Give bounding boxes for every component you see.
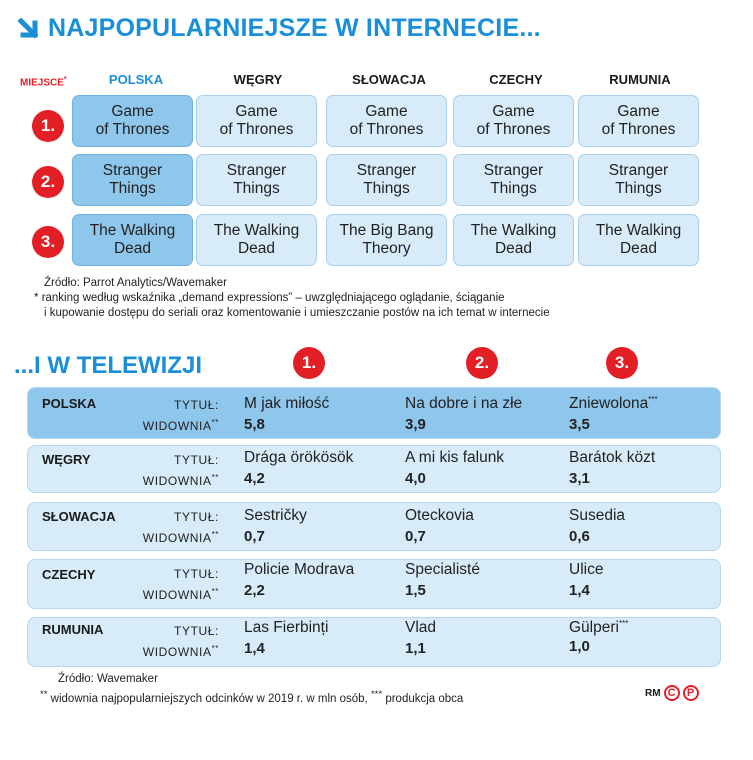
rank-badge: 1. bbox=[293, 347, 325, 379]
country-name: WĘGRY bbox=[42, 452, 91, 467]
tv-row-rumunia: RUMUNIA TYTUŁ: WIDOWNIA** Las Fierbinți … bbox=[27, 617, 721, 667]
internet-cell: Game of Thrones bbox=[72, 95, 193, 147]
title-label: TYTUŁ: bbox=[174, 453, 219, 467]
audience-value: 0,6 bbox=[569, 528, 590, 545]
show-title: Vlad bbox=[405, 619, 437, 636]
col-header-slowacja: SŁOWACJA bbox=[352, 72, 426, 87]
show-title: Barátok közt bbox=[569, 449, 656, 466]
show-title: Gülperi*** bbox=[569, 619, 629, 637]
audience-value: 2,2 bbox=[244, 582, 265, 599]
title-label: TYTUŁ: bbox=[174, 510, 219, 524]
rank-badge: 3. bbox=[606, 347, 638, 379]
audience-value: 1,4 bbox=[244, 640, 265, 657]
col-header-wegry: WĘGRY bbox=[233, 72, 283, 87]
show-title: Susedia bbox=[569, 507, 626, 524]
internet-cell: Stranger Things bbox=[196, 154, 317, 206]
audience-value: 1,0 bbox=[569, 638, 590, 655]
show-title: Zniewolona*** bbox=[569, 395, 658, 413]
show-title: Na dobre i na złe bbox=[405, 395, 523, 412]
audience-label: WIDOWNIA** bbox=[142, 587, 219, 602]
footnote: ** widownia najpopularniejszych odcinków… bbox=[40, 689, 464, 705]
internet-cell: The Walking Dead bbox=[453, 214, 574, 266]
audience-value: 0,7 bbox=[244, 528, 265, 545]
country-name: RUMUNIA bbox=[42, 622, 104, 637]
tv-row-polska: POLSKA TYTUŁ: WIDOWNIA** M jak miłość 5,… bbox=[27, 387, 721, 439]
internet-cell: Stranger Things bbox=[578, 154, 699, 206]
rank-badge: 3. bbox=[32, 226, 64, 258]
internet-cell: Stranger Things bbox=[72, 154, 193, 206]
show-title: A mi kis falunk bbox=[405, 449, 505, 466]
show-title: Specialisté bbox=[405, 561, 480, 578]
footnote: * ranking według wskaźnika „demand expre… bbox=[34, 292, 505, 304]
show-title: Oteckovia bbox=[405, 507, 474, 524]
title-label: TYTUŁ: bbox=[174, 398, 219, 412]
rank-badge: 2. bbox=[466, 347, 498, 379]
audience-label: WIDOWNIA** bbox=[142, 644, 219, 659]
internet-cell: Game of Thrones bbox=[326, 95, 447, 147]
show-title: M jak miłość bbox=[244, 395, 330, 412]
country-name: CZECHY bbox=[42, 567, 96, 582]
col-header-polska: POLSKA bbox=[108, 72, 164, 87]
show-title: Sestričky bbox=[244, 507, 307, 524]
audience-value: 0,7 bbox=[405, 528, 426, 545]
rank-badge: 2. bbox=[32, 166, 64, 198]
tv-row-slowacja: SŁOWACJA TYTUŁ: WIDOWNIA** Sestričky 0,7… bbox=[27, 502, 721, 551]
page-title: NAJPOPULARNIEJSZE W INTERNECIE... bbox=[16, 14, 541, 43]
col-header-czechy: CZECHY bbox=[489, 72, 543, 87]
page-title-text: NAJPOPULARNIEJSZE W INTERNECIE... bbox=[48, 14, 541, 42]
audience-value: 3,1 bbox=[569, 470, 590, 487]
show-title: Drága örökösök bbox=[244, 449, 354, 466]
title-label: TYTUŁ: bbox=[174, 567, 219, 581]
show-title: Ulice bbox=[569, 561, 604, 578]
audience-value: 1,5 bbox=[405, 582, 426, 599]
arrow-down-right-icon bbox=[17, 16, 39, 39]
country-name: SŁOWACJA bbox=[42, 509, 116, 524]
logo-rm: RM bbox=[645, 687, 661, 699]
copyright-icon: C bbox=[663, 685, 680, 701]
country-name: POLSKA bbox=[42, 396, 97, 411]
internet-cell: The Big Bang Theory bbox=[326, 214, 447, 266]
tv-row-czechy: CZECHY TYTUŁ: WIDOWNIA** Policie Modrava… bbox=[27, 559, 721, 609]
internet-cell: Game of Thrones bbox=[578, 95, 699, 147]
audience-value: 4,2 bbox=[244, 470, 265, 487]
internet-cell: Stranger Things bbox=[453, 154, 574, 206]
place-label: MIEJSCE* bbox=[20, 76, 67, 89]
tv-row-wegry: WĘGRY TYTUŁ: WIDOWNIA** Drága örökösök 4… bbox=[27, 445, 721, 493]
internet-cell: Game of Thrones bbox=[453, 95, 574, 147]
audience-value: 1,1 bbox=[405, 640, 426, 657]
audience-value: 4,0 bbox=[405, 470, 426, 487]
internet-cell: Game of Thrones bbox=[196, 95, 317, 147]
internet-cell: The Walking Dead bbox=[578, 214, 699, 266]
rank-badge: 1. bbox=[32, 110, 64, 142]
audience-value: 3,5 bbox=[569, 416, 590, 433]
footnote-continued: i kupowanie dostępu do seriali oraz kome… bbox=[44, 307, 550, 319]
audience-value: 3,9 bbox=[405, 416, 426, 433]
publisher-logo: RM C P bbox=[645, 685, 699, 701]
audience-value: 5,8 bbox=[244, 416, 265, 433]
source-note: Źródło: Wavemaker bbox=[58, 673, 158, 685]
internet-cell: The Walking Dead bbox=[72, 214, 193, 266]
source-note: Źródło: Parrot Analytics/Wavemaker bbox=[44, 277, 227, 289]
internet-cell: Stranger Things bbox=[326, 154, 447, 206]
audience-label: WIDOWNIA** bbox=[142, 473, 219, 488]
title-label: TYTUŁ: bbox=[174, 624, 219, 638]
phonogram-icon: P bbox=[682, 685, 699, 701]
audience-label: WIDOWNIA** bbox=[142, 418, 219, 433]
show-title: Las Fierbinți bbox=[244, 619, 329, 636]
audience-label: WIDOWNIA** bbox=[142, 530, 219, 545]
audience-value: 1,4 bbox=[569, 582, 590, 599]
internet-cell: The Walking Dead bbox=[196, 214, 317, 266]
show-title: Policie Modrava bbox=[244, 561, 355, 578]
col-header-rumunia: RUMUNIA bbox=[609, 72, 671, 87]
section-title: ...I W TELEWIZJI bbox=[14, 352, 202, 379]
